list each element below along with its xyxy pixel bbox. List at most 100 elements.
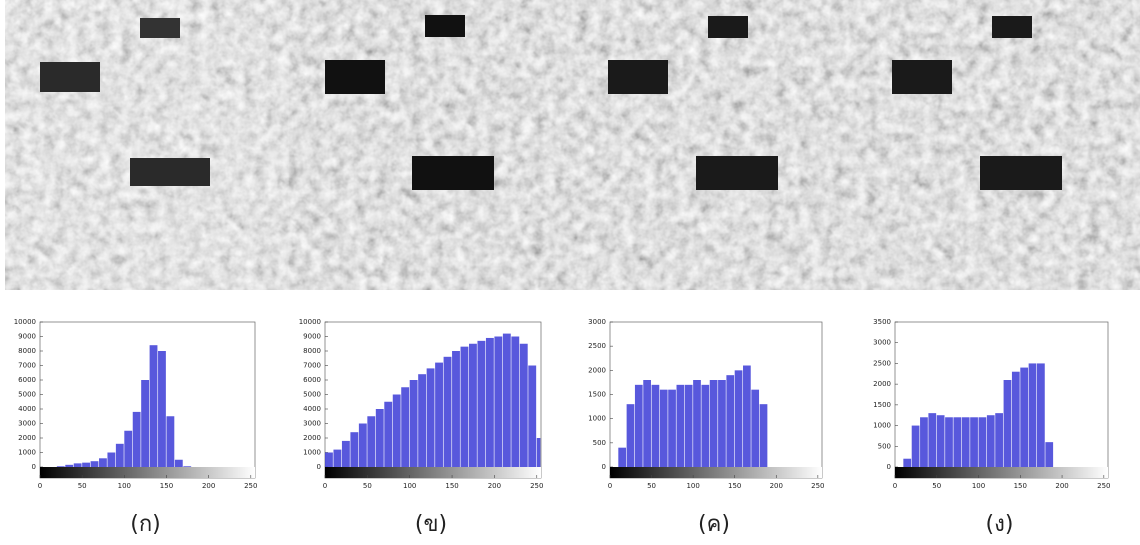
bar	[726, 375, 734, 467]
bar	[175, 460, 183, 467]
colorbar	[610, 467, 822, 478]
x-tick-label: 0	[608, 482, 612, 490]
y-tick-label: 2500	[588, 342, 606, 350]
caption: (ค)	[698, 512, 730, 537]
bar	[511, 337, 519, 468]
y-tick-label: 1000	[303, 449, 321, 457]
bar	[444, 357, 452, 467]
y-tick-label: 7000	[303, 362, 321, 370]
bar	[751, 390, 759, 467]
x-tick-label: 150	[445, 482, 458, 490]
bar	[410, 380, 418, 467]
y-tick-label: 500	[878, 442, 891, 450]
bar	[528, 366, 536, 468]
bar	[920, 417, 928, 467]
figure: 0100020003000400050006000700080009000100…	[0, 0, 1140, 545]
y-tick-label: 5000	[18, 391, 36, 399]
colorbar	[895, 467, 1108, 478]
x-tick-label: 150	[160, 482, 173, 490]
bar	[718, 380, 726, 467]
bar	[141, 380, 149, 467]
bar	[452, 351, 460, 467]
x-tick-label: 250	[244, 482, 257, 490]
bar	[643, 380, 651, 467]
bar	[376, 409, 384, 467]
y-tick-label: 8000	[303, 347, 321, 355]
bar	[57, 466, 65, 467]
x-tick-label: 50	[78, 482, 87, 490]
bar	[65, 465, 73, 467]
bar	[133, 412, 141, 467]
bar	[461, 347, 469, 467]
bar	[503, 334, 511, 467]
bar	[1045, 442, 1053, 467]
y-tick-label: 500	[593, 439, 606, 447]
y-tick-label: 5000	[303, 391, 321, 399]
y-tick-label: 0	[887, 463, 891, 471]
y-tick-label: 2000	[18, 434, 36, 442]
bar	[99, 458, 107, 467]
bar	[677, 385, 685, 467]
bar	[995, 413, 1003, 467]
bar	[124, 431, 132, 467]
caption: (ง)	[986, 512, 1014, 537]
x-tick-label: 100	[686, 482, 699, 490]
y-tick-label: 3000	[588, 318, 606, 326]
bar	[350, 432, 358, 467]
y-tick-label: 1000	[18, 449, 36, 457]
bar	[693, 380, 701, 467]
x-tick-label: 200	[770, 482, 783, 490]
bar	[325, 453, 333, 468]
bar	[668, 390, 676, 467]
y-tick-label: 1500	[873, 401, 891, 409]
x-tick-label: 50	[363, 482, 372, 490]
x-tick-label: 100	[118, 482, 131, 490]
bar	[1020, 368, 1028, 467]
bar	[469, 344, 477, 467]
photo	[5, 0, 289, 290]
bar	[937, 415, 945, 467]
y-tick-label: 4000	[303, 405, 321, 413]
x-tick-label: 250	[530, 482, 543, 490]
y-tick-label: 2000	[303, 434, 321, 442]
bar	[627, 404, 635, 467]
y-tick-label: 3000	[18, 420, 36, 428]
y-tick-label: 2500	[873, 359, 891, 367]
y-tick-label: 3000	[873, 339, 891, 347]
bar	[912, 426, 920, 467]
bar	[384, 402, 392, 467]
bar	[367, 416, 375, 467]
x-tick-label: 150	[1014, 482, 1027, 490]
y-tick-label: 0	[602, 463, 606, 471]
bar	[635, 385, 643, 467]
y-tick-label: 3500	[873, 318, 891, 326]
y-tick-label: 7000	[18, 362, 36, 370]
x-tick-label: 50	[932, 482, 941, 490]
x-tick-label: 0	[323, 482, 327, 490]
bar	[537, 438, 541, 467]
bar	[116, 444, 124, 467]
y-tick-label: 0	[32, 463, 36, 471]
y-tick-label: 6000	[18, 376, 36, 384]
bar	[743, 366, 751, 468]
bar	[427, 368, 435, 467]
colorbar	[325, 467, 541, 478]
y-tick-label: 8000	[18, 347, 36, 355]
bar	[987, 415, 995, 467]
y-tick-label: 6000	[303, 376, 321, 384]
bar	[74, 463, 82, 467]
y-tick-label: 2000	[873, 380, 891, 388]
y-tick-label: 9000	[18, 333, 36, 341]
bar	[435, 363, 443, 467]
bar	[494, 337, 502, 468]
x-tick-label: 150	[728, 482, 741, 490]
x-tick-label: 200	[488, 482, 501, 490]
bar	[166, 416, 174, 467]
photo	[857, 0, 1140, 290]
bar	[520, 344, 528, 467]
y-tick-label: 4000	[18, 405, 36, 413]
x-tick-label: 0	[38, 482, 42, 490]
y-tick-label: 2000	[588, 366, 606, 374]
bar	[618, 448, 626, 467]
bar	[701, 385, 709, 467]
